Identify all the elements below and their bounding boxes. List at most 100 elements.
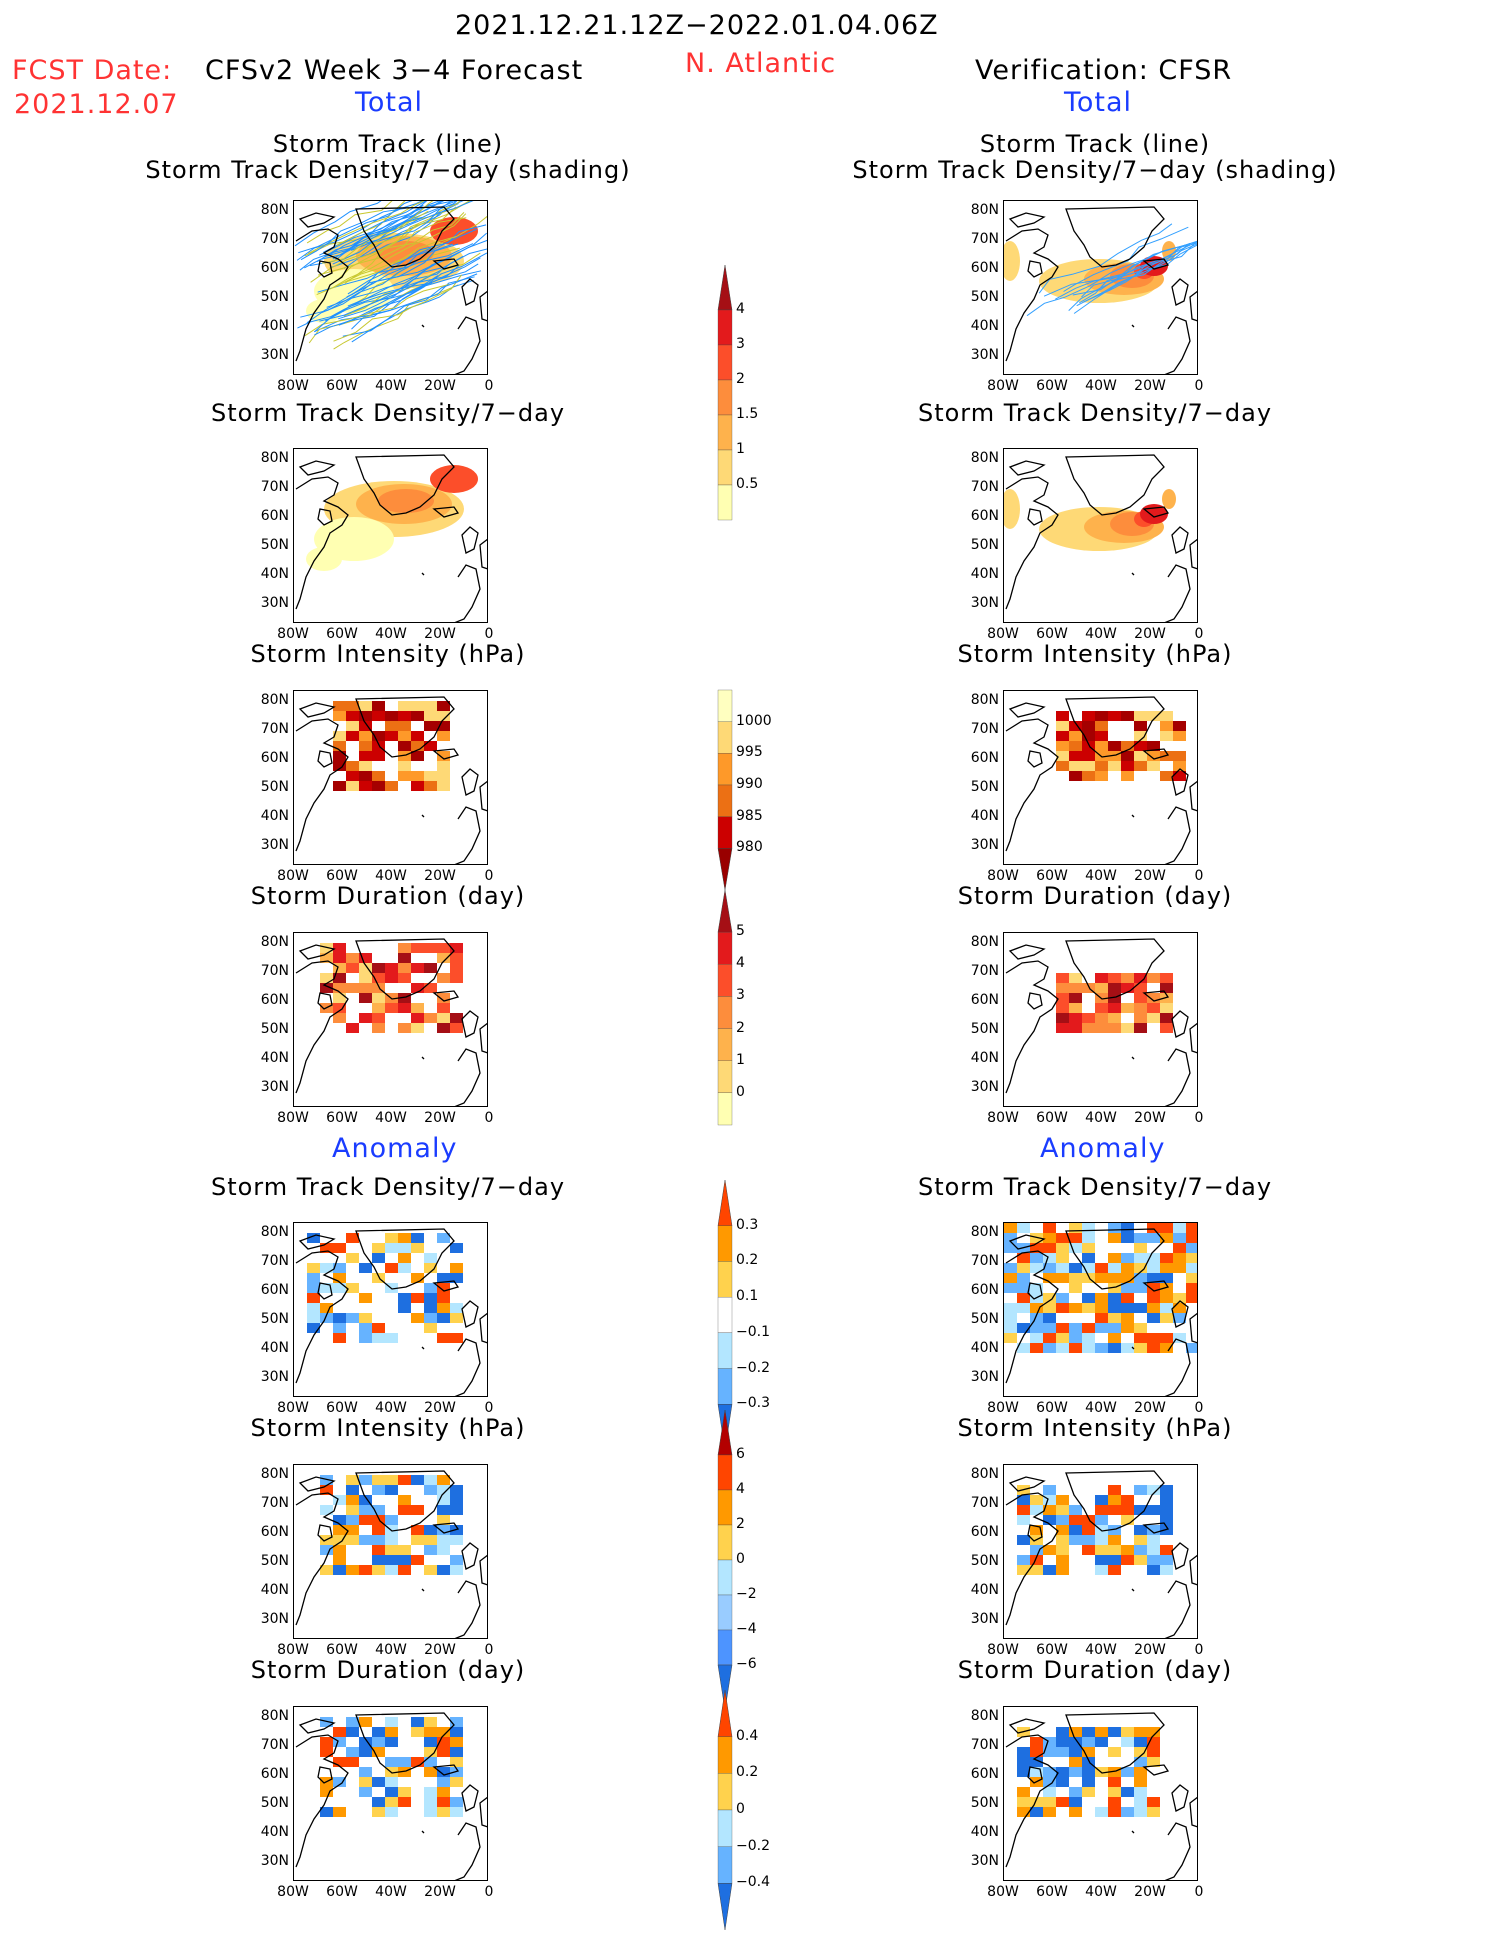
lon-tick-label: 60W	[1036, 1110, 1068, 1126]
lat-tick-label: 80N	[260, 934, 289, 950]
title-track-shading-right: Storm Track Density/7−day (shading)	[852, 156, 1338, 184]
lat-tick-label: 70N	[260, 1253, 289, 1269]
colorbar-label: 0	[736, 1551, 745, 1567]
lat-tick-label: 70N	[970, 1495, 999, 1511]
region-title: N. Atlantic	[685, 48, 837, 79]
lon-tick-label: 20W	[1134, 1642, 1166, 1658]
lat-tick-label: 80N	[260, 1224, 289, 1240]
lat-tick-label: 40N	[260, 808, 289, 824]
lat-tick-label: 80N	[970, 202, 999, 218]
total-left-label: Total	[355, 87, 424, 118]
lat-tick-label: 60N	[260, 260, 289, 276]
colorbar-intensity_total	[708, 670, 748, 904]
anomaly-left-label: Anomaly	[332, 1133, 458, 1164]
title-duration-anom-left: Storm Duration (day)	[250, 1656, 526, 1684]
lat-tick-label: 40N	[260, 318, 289, 334]
colorbar-label: 0.4	[736, 1727, 759, 1744]
lat-tick-label: 30N	[260, 1853, 289, 1869]
title-intensity-right: Storm Intensity (hPa)	[957, 640, 1233, 668]
colorbar-duration_total	[708, 880, 748, 1149]
colorbar-label: −0.2	[736, 1359, 770, 1376]
lat-tick-label: 80N	[970, 934, 999, 950]
lon-tick-label: 60W	[1036, 378, 1068, 394]
lat-tick-label: 80N	[970, 1224, 999, 1240]
title-track-line-right: Storm Track (line)	[979, 130, 1211, 158]
map-danom-left	[293, 1222, 488, 1397]
colorbar-label: −0.4	[736, 1874, 770, 1891]
colorbar-label: 5	[736, 923, 745, 940]
total-right-label: Total	[1064, 87, 1133, 118]
lat-tick-label: 40N	[260, 566, 289, 582]
title-density-anom-right: Storm Track Density/7−day	[917, 1173, 1273, 1201]
lon-tick-label: 40W	[1085, 1642, 1117, 1658]
lat-tick-label: 50N	[970, 289, 999, 305]
lat-tick-label: 50N	[260, 779, 289, 795]
lon-tick-label: 80W	[987, 1642, 1019, 1658]
lat-tick-label: 50N	[260, 289, 289, 305]
title-duration-left: Storm Duration (day)	[250, 882, 526, 910]
map-ianom-left	[293, 1464, 488, 1639]
map-track-right	[1003, 200, 1198, 375]
map-canvas	[1005, 1712, 1197, 1880]
lon-tick-label: 20W	[1134, 626, 1166, 642]
lat-tick-label: 30N	[970, 1611, 999, 1627]
map-canvas	[295, 1228, 487, 1396]
lon-tick-label: 0	[484, 1642, 494, 1658]
colorbar-label: −6	[736, 1656, 757, 1672]
map-canvas	[1004, 206, 1197, 374]
lon-tick-label: 40W	[1085, 868, 1117, 884]
lat-tick-label: 60N	[970, 1766, 999, 1782]
lon-tick-label: 0	[1194, 1110, 1204, 1126]
lat-tick-label: 80N	[260, 1466, 289, 1482]
lat-tick-label: 50N	[260, 1553, 289, 1569]
lat-tick-label: 60N	[260, 1524, 289, 1540]
lon-tick-label: 40W	[375, 626, 407, 642]
lon-tick-label: 80W	[277, 626, 309, 642]
lon-tick-label: 60W	[326, 1110, 358, 1126]
lon-tick-label: 0	[1194, 1642, 1204, 1658]
lat-tick-label: 30N	[970, 837, 999, 853]
lon-tick-label: 80W	[987, 626, 1019, 642]
lat-tick-label: 80N	[260, 202, 289, 218]
lon-tick-label: 20W	[1134, 1400, 1166, 1416]
map-duranom-left	[293, 1706, 488, 1881]
model-title: CFSv2 Week 3−4 Forecast	[205, 55, 584, 86]
lat-tick-label: 60N	[260, 1282, 289, 1298]
lon-tick-label: 60W	[326, 378, 358, 394]
map-density-left	[293, 448, 488, 623]
lon-tick-label: 40W	[375, 1884, 407, 1900]
title-intensity-anom-left: Storm Intensity (hPa)	[250, 1414, 526, 1442]
map-canvas	[295, 1712, 487, 1880]
lat-tick-label: 60N	[260, 1766, 289, 1782]
lat-tick-label: 30N	[260, 347, 289, 363]
lon-tick-label: 0	[1194, 378, 1204, 394]
colorbar-intensity_anom	[708, 1400, 748, 1724]
lon-tick-label: 0	[1194, 868, 1204, 884]
lat-tick-label: 70N	[260, 721, 289, 737]
lat-tick-label: 70N	[970, 963, 999, 979]
lon-tick-label: 60W	[326, 868, 358, 884]
lon-tick-label: 80W	[277, 868, 309, 884]
lon-tick-label: 20W	[424, 1400, 456, 1416]
lon-tick-label: 40W	[375, 1642, 407, 1658]
lat-tick-label: 50N	[260, 1795, 289, 1811]
map-duration-left	[293, 932, 488, 1107]
lat-tick-label: 50N	[260, 1311, 289, 1327]
map-duration-right	[1003, 932, 1198, 1107]
colorbar-label: 0.1	[736, 1288, 759, 1305]
lat-tick-label: 50N	[970, 1795, 999, 1811]
title-duration-right: Storm Duration (day)	[957, 882, 1233, 910]
lon-tick-label: 80W	[987, 378, 1019, 394]
lat-tick-label: 70N	[970, 479, 999, 495]
lat-tick-label: 40N	[260, 1340, 289, 1356]
lon-tick-label: 80W	[987, 1400, 1019, 1416]
lat-tick-label: 30N	[970, 595, 999, 611]
lon-tick-label: 20W	[424, 868, 456, 884]
map-intensity-left	[293, 690, 488, 865]
colorbar-label: 0.2	[736, 1764, 759, 1781]
anomaly-right-label: Anomaly	[1040, 1133, 1166, 1164]
map-canvas	[295, 454, 487, 622]
lat-tick-label: 80N	[970, 1708, 999, 1724]
lon-tick-label: 40W	[375, 1400, 407, 1416]
fcst-date-label: FCST Date:	[12, 55, 173, 86]
